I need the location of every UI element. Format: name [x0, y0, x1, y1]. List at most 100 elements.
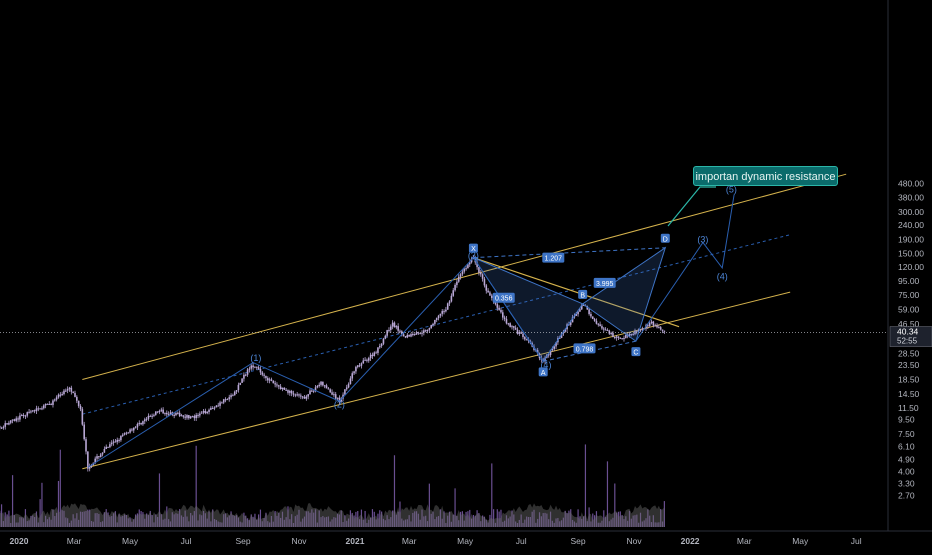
candle-body — [280, 387, 282, 390]
candle-body — [370, 355, 372, 358]
candle-body — [221, 402, 223, 403]
price-tick-9: 59.00 — [898, 305, 920, 315]
candle-body — [80, 406, 82, 409]
candle-body — [208, 410, 210, 412]
candle-body — [318, 385, 320, 386]
candle-body — [82, 409, 84, 424]
candle-body — [498, 308, 500, 310]
candle-body — [28, 412, 30, 413]
candle-body — [217, 406, 219, 407]
candle-body — [120, 436, 122, 440]
candle-body — [129, 429, 131, 432]
candle-body — [272, 381, 274, 383]
candle-body — [26, 412, 28, 416]
candle-body — [300, 396, 302, 397]
price-tick-3: 240.00 — [898, 220, 924, 230]
candle-body — [48, 404, 50, 405]
candle-body — [74, 393, 76, 397]
candle-body — [508, 323, 510, 324]
candle-body — [337, 398, 339, 399]
candle-body — [522, 334, 524, 337]
candle-body — [403, 334, 405, 336]
candle-body — [214, 407, 216, 408]
candle-body — [203, 411, 205, 413]
candle-body — [19, 416, 21, 420]
candle-body — [1, 428, 3, 429]
candle-body — [295, 395, 297, 396]
time-tick-1: Mar — [67, 536, 82, 546]
candle-body — [36, 408, 38, 411]
candle-body — [23, 415, 25, 416]
time-tick-0: 2020 — [10, 536, 29, 546]
candle-body — [205, 411, 207, 413]
candle-body — [212, 408, 214, 409]
candle-body — [65, 391, 67, 392]
candle-body — [515, 328, 517, 330]
candle-body — [192, 416, 194, 417]
pattern-labels-layer: (1)(2)(3)(4)(3)(4)(5)XABCD1.2070.3563.99… — [250, 184, 737, 409]
candle-body — [607, 330, 609, 331]
candle-body — [430, 325, 432, 328]
candle-body — [96, 456, 98, 458]
candle-body — [361, 363, 363, 365]
candle-body — [436, 318, 438, 320]
candle-body — [239, 383, 241, 385]
candle-body — [362, 360, 364, 363]
candle-body — [210, 408, 212, 410]
candle-body — [307, 394, 309, 396]
volume-layer — [0, 444, 665, 527]
candle-body — [247, 370, 249, 375]
price-tick-13: 23.50 — [898, 360, 920, 370]
candle-body — [328, 388, 330, 389]
price-tick-23: 2.70 — [898, 490, 915, 500]
candle-body — [223, 399, 225, 402]
candle-body — [261, 372, 263, 374]
annotation-callout[interactable]: importan dynamic resistance — [693, 166, 838, 186]
candle-body — [228, 397, 230, 399]
candle-body — [445, 310, 447, 312]
candle-body — [188, 415, 190, 418]
candle-body — [313, 391, 315, 392]
candle-body — [357, 365, 359, 367]
candle-body — [241, 379, 243, 383]
candle-body — [614, 337, 616, 338]
volume-bar — [491, 463, 492, 527]
candle-body — [69, 388, 71, 389]
candle-body — [520, 332, 522, 334]
candle-body — [181, 415, 183, 416]
candle-body — [34, 410, 36, 411]
candle-body — [660, 327, 662, 329]
ratio-xd-text: 1.207 — [545, 256, 563, 263]
time-tick-5: Nov — [291, 536, 307, 546]
time-tick-15: Jul — [851, 536, 862, 546]
candle-body — [496, 304, 498, 308]
candle-body — [320, 382, 322, 385]
candle-body — [484, 279, 486, 286]
candle-body — [127, 433, 129, 434]
candle-body — [414, 334, 416, 335]
candle-body — [368, 358, 370, 361]
candle-body — [399, 331, 401, 332]
candle-body — [491, 296, 493, 298]
candle-body — [429, 328, 431, 330]
candle-body — [441, 311, 443, 314]
candle-body — [410, 334, 412, 336]
channel-median-line — [82, 235, 790, 414]
price-tick-17: 9.50 — [898, 415, 915, 425]
candle-body — [85, 439, 87, 451]
candle-body — [151, 416, 153, 417]
candle-body — [612, 333, 614, 337]
candle-body — [287, 390, 289, 393]
candle-body — [620, 338, 622, 339]
candle-body — [140, 423, 142, 424]
candle-body — [603, 329, 605, 330]
candle-body — [179, 413, 181, 416]
candle-body — [656, 326, 658, 328]
candle-body — [304, 397, 306, 399]
candle-body — [601, 326, 603, 328]
candle-body — [183, 415, 185, 416]
candle-body — [252, 366, 254, 368]
